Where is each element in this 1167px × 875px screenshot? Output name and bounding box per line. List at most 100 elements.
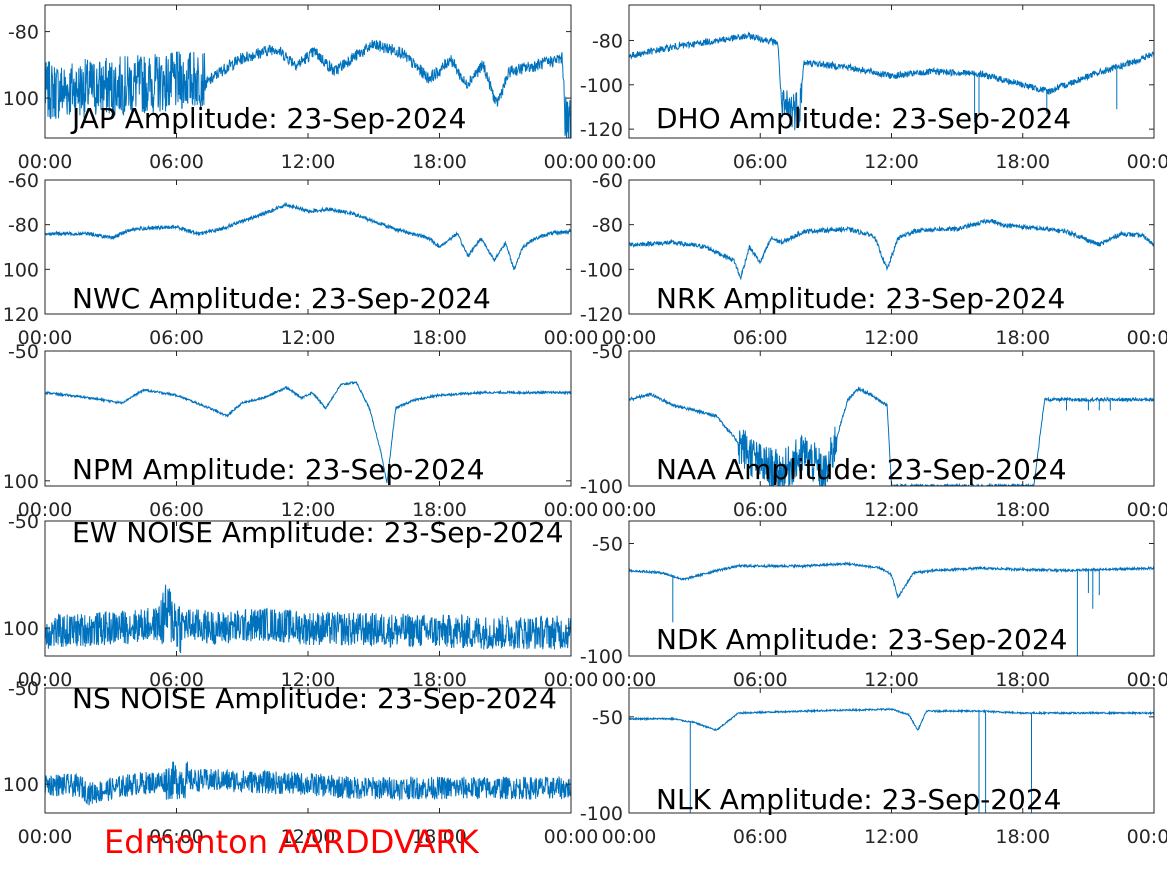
x-tick-label: 06:00: [149, 826, 204, 848]
x-tick-label: 18:00: [995, 826, 1050, 848]
y-tick-label: 100: [3, 88, 39, 110]
panel-7: 00:00 06:00 12:00 18:00 00:00 -50 100 EW NOISE …: [3, 511, 599, 691]
panel-title: NS NOISE Amplitude: 23-Sep-2024: [72, 682, 557, 715]
x-tick-label: 12:00: [281, 826, 336, 848]
x-tick-label: 00:00: [544, 499, 599, 521]
series-line: [45, 380, 571, 483]
footer-label: Edmonton AARDDVARK: [104, 823, 480, 861]
x-tick-label: 06:00: [733, 499, 788, 521]
x-tick-label: 06:00: [733, 669, 788, 691]
panel-title: NPM Amplitude: 23-Sep-2024: [72, 453, 485, 486]
x-tick-label: 18:00: [995, 151, 1050, 173]
x-tick-label: 00:00: [602, 669, 657, 691]
x-tick-label: 12:00: [864, 327, 919, 349]
y-tick-label: 100: [3, 471, 39, 493]
y-tick-label: -60: [592, 170, 623, 192]
x-tick-label: 18:00: [412, 151, 467, 173]
panel-title: NAA Amplitude: 23-Sep-2024: [656, 453, 1067, 486]
x-tick-label: 00:00: [18, 499, 73, 521]
panel-3: 00:00 06:00 12:00 18:00 00:00 -60 -80 100 120 NWC…: [3, 170, 599, 349]
y-tick-label: -100: [580, 803, 623, 825]
x-tick-label: 18:00: [412, 669, 467, 691]
x-tick-label: 18:00: [412, 327, 467, 349]
x-tick-label: 12:00: [281, 499, 336, 521]
y-tick-label: -120: [580, 119, 623, 141]
panel-title: NWC Amplitude: 23-Sep-2024: [72, 282, 491, 315]
y-tick-label: -80: [592, 215, 623, 237]
x-tick-label: 00:00: [602, 151, 657, 173]
y-tick-label: 100: [3, 774, 39, 796]
y-tick-label: -100: [580, 476, 623, 498]
x-tick-label: 00:00: [544, 826, 599, 848]
series-line: [629, 31, 1154, 131]
x-tick-label: 00:00: [544, 669, 599, 691]
x-tick-label: 06:00: [149, 499, 204, 521]
x-tick-label: 12:00: [864, 669, 919, 691]
x-tick-label: 18:00: [995, 669, 1050, 691]
panel-title: NDK Amplitude: 23-Sep-2024: [656, 623, 1067, 656]
panel-8: 00:00 06:00 12:00 18:00 00:00 -50 -100 NDK Ampl…: [580, 520, 1167, 691]
y-tick-label: -100: [580, 259, 623, 281]
series-line: [45, 761, 571, 806]
x-tick-label: 06:00: [149, 151, 204, 173]
panel-title: EW NOISE Amplitude: 23-Sep-2024: [72, 516, 564, 549]
panel-10: 00:00 06:00 12:00 18:00 00:00 -50 -100 NLK Ampl…: [580, 687, 1167, 848]
y-tick-label: 120: [3, 304, 39, 326]
series-line: [45, 201, 571, 271]
panel-6: 00:00 06:00 12:00 18:00 00:00 -50 -100 NAA Ampl…: [580, 341, 1167, 521]
x-tick-label: 06:00: [149, 327, 204, 349]
x-tick-label: 00:00: [544, 151, 599, 173]
x-tick-label: 06:00: [733, 826, 788, 848]
y-tick-label: -50: [592, 341, 623, 363]
x-tick-label: 18:00: [995, 499, 1050, 521]
series-line: [629, 707, 1154, 813]
x-tick-label: 00:00: [18, 669, 73, 691]
x-tick-label: 00:00: [602, 826, 657, 848]
x-tick-label: 18:00: [995, 327, 1050, 349]
y-tick-label: -80: [8, 22, 39, 44]
y-tick-label: 100: [3, 618, 39, 640]
x-tick-label: 12:00: [281, 327, 336, 349]
panel-title: NLK Amplitude: 23-Sep-2024: [656, 783, 1062, 816]
x-tick-label: 18:00: [412, 499, 467, 521]
y-tick-label: -100: [580, 75, 623, 97]
y-tick-label: -80: [592, 30, 623, 52]
x-tick-label: 12:00: [281, 151, 336, 173]
y-tick-label: 100: [3, 259, 39, 281]
series-line: [45, 584, 571, 654]
x-tick-label: 18:00: [412, 826, 467, 848]
x-tick-label: 12:00: [864, 151, 919, 173]
x-tick-label: 06:00: [733, 151, 788, 173]
panel-1: 00:00 06:00 12:00 18:00 00:00 -80 100 JAP Ampli…: [3, 4, 599, 173]
x-tick-label: 00:00: [1127, 499, 1167, 521]
y-tick-label: -100: [580, 646, 623, 668]
y-tick-label: -50: [592, 707, 623, 729]
panel-title: DHO Amplitude: 23-Sep-2024: [656, 102, 1071, 135]
y-tick-label: -50: [8, 341, 39, 363]
series-line: [45, 39, 571, 138]
panel-title: NRK Amplitude: 23-Sep-2024: [656, 282, 1065, 315]
panel-5: 00:00 06:00 12:00 18:00 00:00 -50 100 NPM Ampli…: [3, 341, 599, 521]
x-tick-label: 00:00: [1127, 151, 1167, 173]
x-tick-label: 06:00: [733, 327, 788, 349]
x-tick-label: 00:00: [1127, 669, 1167, 691]
panel-4: 00:00 06:00 12:00 18:00 00:00 -60 -80 -100 -120 N…: [580, 170, 1167, 349]
x-tick-label: 00:00: [18, 826, 73, 848]
x-tick-label: 00:00: [544, 327, 599, 349]
x-tick-label: 00:00: [1127, 327, 1167, 349]
y-tick-label: -80: [8, 215, 39, 237]
y-tick-label: -120: [580, 304, 623, 326]
y-tick-label: -50: [592, 534, 623, 556]
x-tick-label: 00:00: [602, 327, 657, 349]
x-tick-label: 06:00: [149, 669, 204, 691]
y-tick-label: -50: [8, 511, 39, 533]
panel-9: 00:00 06:00 12:00 18:00 00:00 -50 100 NS NOISE …: [3, 678, 599, 848]
x-tick-label: 00:00: [602, 499, 657, 521]
series-line: [629, 561, 1154, 656]
panel-title: JAP Amplitude: 23-Sep-2024: [70, 102, 466, 135]
y-tick-label: -60: [8, 170, 39, 192]
x-tick-label: 00:00: [18, 327, 73, 349]
x-tick-label: 12:00: [864, 826, 919, 848]
x-tick-label: 12:00: [281, 669, 336, 691]
